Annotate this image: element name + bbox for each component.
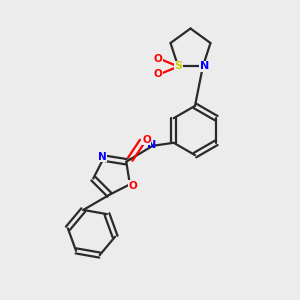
Text: N: N	[98, 152, 106, 162]
Text: N: N	[200, 61, 209, 71]
Text: O: O	[142, 135, 151, 145]
Text: O: O	[153, 69, 162, 79]
Text: N: N	[147, 140, 156, 150]
Text: S: S	[174, 61, 182, 71]
Text: H: H	[141, 135, 149, 144]
Text: O: O	[153, 54, 162, 64]
Text: O: O	[128, 181, 137, 191]
